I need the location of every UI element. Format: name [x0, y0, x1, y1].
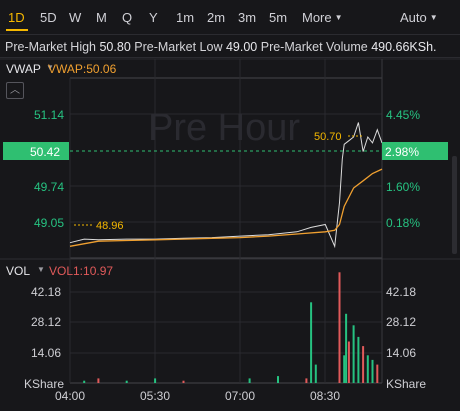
volume-bar — [371, 359, 374, 383]
premarket-stats: Pre-Market High 50.80 Pre-Market Low 49.… — [5, 40, 437, 54]
tab-week[interactable]: W — [69, 10, 82, 25]
pct-tick: 0.18% — [386, 216, 420, 230]
volume-bar — [248, 378, 251, 383]
volume-bar — [314, 364, 317, 383]
volume-bar — [305, 378, 308, 383]
divider — [0, 57, 460, 58]
volume-value: 490.66KSh. — [371, 40, 437, 54]
volume-bar — [376, 364, 379, 383]
time-tick: 05:30 — [140, 389, 170, 403]
price-axis: 51.14 49.74 49.05 4.45% 1.60% 0.18% — [34, 108, 420, 230]
low-label: Pre-Market Low — [134, 40, 223, 54]
volume-tick: 14.06 — [31, 346, 61, 360]
price-series — [69, 122, 383, 249]
volume-bars — [83, 272, 379, 383]
price-line — [69, 122, 383, 249]
chevron-down-icon: ▼ — [334, 13, 343, 22]
price-tick: 49.74 — [34, 180, 64, 194]
high-label: Pre-Market High — [5, 40, 96, 54]
volume-axis: 42.18 28.12 14.06 KShare 42.18 28.12 14.… — [24, 285, 426, 391]
chevron-down-icon: ▼ — [429, 13, 438, 22]
volume-bar — [357, 336, 360, 383]
volume-bar — [352, 325, 355, 383]
more-label: More — [302, 10, 332, 25]
volume-label: Pre-Market Volume — [260, 40, 368, 54]
current-pct-badge — [382, 142, 448, 160]
tab-5d[interactable]: 5D — [40, 10, 57, 25]
low-value: 49.00 — [225, 40, 258, 54]
volume-bar — [338, 272, 341, 383]
interval-label: Auto — [400, 10, 427, 25]
chevron-down-icon[interactable]: ▼ — [46, 63, 54, 72]
volume-tick: 28.12 — [31, 315, 61, 329]
scrollbar[interactable] — [452, 156, 457, 254]
high-value: 50.80 — [99, 40, 131, 54]
volume-bar — [310, 302, 313, 383]
low-marker: 48.96 — [96, 220, 124, 232]
more-menu[interactable]: More ▼ — [302, 10, 343, 25]
pct-tick: 4.45% — [386, 108, 420, 122]
high-marker: 50.70 — [314, 131, 342, 143]
volume-unit: KShare — [386, 377, 426, 391]
time-tick: 07:00 — [225, 389, 255, 403]
volume-bar — [154, 378, 157, 383]
volume-tick: 42.18 — [386, 285, 416, 299]
collapse-icon[interactable]: ︿ — [6, 82, 24, 99]
current-pct-label: 2.98% — [385, 145, 419, 159]
volume-tick: 42.18 — [31, 285, 61, 299]
chevron-down-icon[interactable]: ▼ — [37, 265, 45, 274]
volume-bar — [83, 380, 86, 383]
pct-tick: 1.60% — [386, 180, 420, 194]
volume-bar — [343, 355, 346, 383]
vwap-indicator-name[interactable]: VWAP — [6, 62, 41, 76]
tab-1m[interactable]: 1m — [176, 10, 195, 25]
volume-tick: 28.12 — [386, 315, 416, 329]
volume-tick: 14.06 — [386, 346, 416, 360]
vwap-line — [69, 168, 383, 247]
price-tick: 51.14 — [34, 108, 64, 122]
volume-bar — [277, 376, 279, 383]
volume-unit: KShare — [24, 377, 64, 391]
time-axis: 04:00 05:30 07:00 08:30 — [55, 389, 340, 403]
volume-bar — [125, 380, 128, 383]
active-tab-indicator — [6, 29, 28, 31]
time-tick: 08:30 — [310, 389, 340, 403]
volume-bar — [366, 355, 369, 383]
tab-2m[interactable]: 2m — [207, 10, 226, 25]
volume-bar — [347, 341, 350, 383]
period-tabs: 1D 5D W M Q Y 1m 2m 3m 5m More ▼ Auto ▼ — [0, 0, 460, 34]
vol-indicator-name[interactable]: VOL — [6, 264, 31, 278]
tab-month[interactable]: M — [96, 10, 107, 25]
volume-bar — [182, 380, 185, 383]
tab-quarter[interactable]: Q — [122, 10, 133, 25]
price-tick: 49.05 — [34, 216, 64, 230]
current-price-label: 50.42 — [30, 145, 60, 159]
volume-bar — [345, 313, 348, 383]
tab-year[interactable]: Y — [149, 10, 158, 25]
current-price-badge — [3, 142, 69, 160]
interval-select[interactable]: Auto ▼ — [400, 10, 438, 25]
tab-3m[interactable]: 3m — [238, 10, 257, 25]
tab-5m[interactable]: 5m — [269, 10, 288, 25]
vwap-value: VWAP:50.06 — [48, 62, 117, 76]
divider — [0, 34, 460, 35]
volume-bar — [97, 378, 100, 383]
vol-value: VOL1:10.97 — [49, 264, 114, 278]
grid — [0, 58, 460, 384]
tab-1d[interactable]: 1D — [8, 10, 25, 25]
watermark: Pre Hour — [148, 107, 300, 149]
time-tick: 04:00 — [55, 389, 85, 403]
volume-bar — [362, 346, 365, 383]
